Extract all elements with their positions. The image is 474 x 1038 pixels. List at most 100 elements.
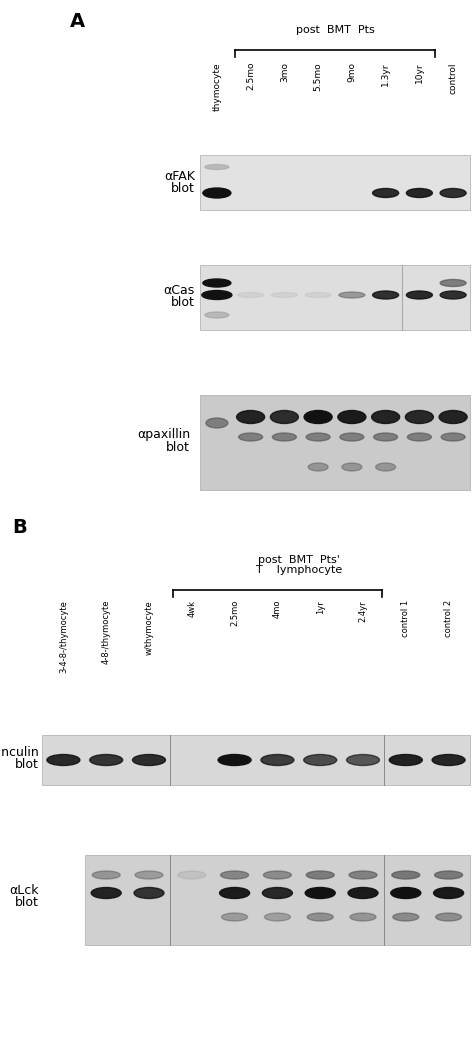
Text: blot: blot	[171, 297, 195, 309]
Ellipse shape	[346, 755, 380, 765]
Text: 2.5mo: 2.5mo	[246, 62, 255, 90]
Ellipse shape	[307, 913, 333, 921]
Ellipse shape	[272, 293, 297, 298]
Ellipse shape	[434, 887, 464, 899]
Ellipse shape	[372, 410, 400, 424]
Bar	[85, 855, 470, 945]
Bar	[200, 155, 470, 210]
Ellipse shape	[134, 887, 164, 899]
Ellipse shape	[202, 291, 232, 300]
Ellipse shape	[219, 887, 250, 899]
Ellipse shape	[436, 913, 462, 921]
Text: blot: blot	[166, 441, 190, 455]
Ellipse shape	[206, 418, 228, 428]
Text: αCas: αCas	[164, 284, 195, 298]
Ellipse shape	[440, 189, 466, 197]
Bar	[200, 265, 470, 330]
Text: 5.5mo: 5.5mo	[314, 62, 323, 90]
Ellipse shape	[264, 913, 291, 921]
Bar	[42, 735, 470, 785]
Ellipse shape	[406, 189, 432, 197]
Ellipse shape	[406, 291, 432, 299]
Ellipse shape	[261, 755, 294, 765]
Ellipse shape	[305, 293, 331, 298]
Text: 2.4yr: 2.4yr	[358, 600, 367, 622]
Ellipse shape	[203, 279, 231, 286]
Ellipse shape	[441, 433, 465, 441]
Text: 9mo: 9mo	[347, 62, 356, 82]
Ellipse shape	[205, 164, 229, 169]
Text: 1yr: 1yr	[316, 600, 325, 613]
Ellipse shape	[263, 887, 292, 899]
Ellipse shape	[270, 410, 298, 424]
Text: 3-4-8-/thymocyte: 3-4-8-/thymocyte	[59, 600, 68, 673]
Text: αvinculin: αvinculin	[0, 746, 39, 759]
Text: post  BMT  Pts: post BMT Pts	[296, 25, 374, 35]
Ellipse shape	[133, 755, 165, 765]
Text: control 2: control 2	[444, 600, 453, 637]
Ellipse shape	[178, 871, 206, 879]
Ellipse shape	[205, 312, 229, 318]
Ellipse shape	[273, 433, 296, 441]
Text: αpaxillin: αpaxillin	[137, 429, 190, 441]
Text: thymocyte: thymocyte	[212, 62, 221, 111]
Ellipse shape	[92, 871, 120, 879]
Ellipse shape	[220, 871, 248, 879]
Ellipse shape	[237, 410, 264, 424]
Text: B: B	[12, 518, 27, 537]
Text: A: A	[70, 12, 85, 31]
Text: 3mo: 3mo	[280, 62, 289, 82]
Text: control: control	[448, 62, 457, 93]
Ellipse shape	[238, 433, 263, 441]
Ellipse shape	[237, 293, 264, 298]
Ellipse shape	[304, 410, 332, 424]
Ellipse shape	[203, 188, 231, 198]
Text: blot: blot	[171, 183, 195, 195]
Ellipse shape	[374, 433, 398, 441]
Ellipse shape	[264, 871, 292, 879]
Ellipse shape	[304, 755, 337, 765]
Ellipse shape	[306, 871, 334, 879]
Text: 2.5mo: 2.5mo	[230, 600, 239, 626]
Ellipse shape	[305, 887, 335, 899]
Text: αLck: αLck	[9, 884, 39, 898]
Ellipse shape	[407, 433, 431, 441]
Ellipse shape	[342, 463, 362, 471]
Ellipse shape	[348, 887, 378, 899]
Text: T    lymphocyte: T lymphocyte	[255, 565, 342, 575]
Ellipse shape	[349, 871, 377, 879]
Ellipse shape	[389, 755, 422, 765]
Ellipse shape	[432, 755, 465, 765]
Ellipse shape	[350, 913, 376, 921]
Text: αFAK: αFAK	[164, 170, 195, 184]
Text: 10yr: 10yr	[415, 62, 424, 83]
Ellipse shape	[392, 871, 420, 879]
Text: control 1: control 1	[401, 600, 410, 637]
Ellipse shape	[440, 291, 466, 299]
Ellipse shape	[393, 913, 419, 921]
Ellipse shape	[306, 433, 330, 441]
Text: 1.3yr: 1.3yr	[381, 62, 390, 85]
Ellipse shape	[373, 189, 399, 197]
Text: post  BMT  Pts': post BMT Pts'	[258, 555, 340, 565]
Ellipse shape	[91, 887, 121, 899]
Ellipse shape	[340, 433, 364, 441]
Ellipse shape	[308, 463, 328, 471]
Ellipse shape	[47, 755, 80, 765]
Text: 4mo: 4mo	[273, 600, 282, 619]
Ellipse shape	[375, 463, 396, 471]
Text: blot: blot	[15, 758, 39, 771]
Ellipse shape	[373, 291, 399, 299]
Text: 4wk: 4wk	[187, 600, 196, 617]
Ellipse shape	[391, 887, 421, 899]
Ellipse shape	[90, 755, 123, 765]
Text: 4-8-/thymocyte: 4-8-/thymocyte	[102, 600, 111, 664]
Ellipse shape	[135, 871, 163, 879]
Ellipse shape	[405, 410, 433, 424]
Bar	[200, 395, 470, 490]
Ellipse shape	[222, 913, 247, 921]
Ellipse shape	[339, 292, 365, 298]
Ellipse shape	[440, 279, 466, 286]
Ellipse shape	[435, 871, 463, 879]
Text: w/thymocyte: w/thymocyte	[145, 600, 154, 655]
